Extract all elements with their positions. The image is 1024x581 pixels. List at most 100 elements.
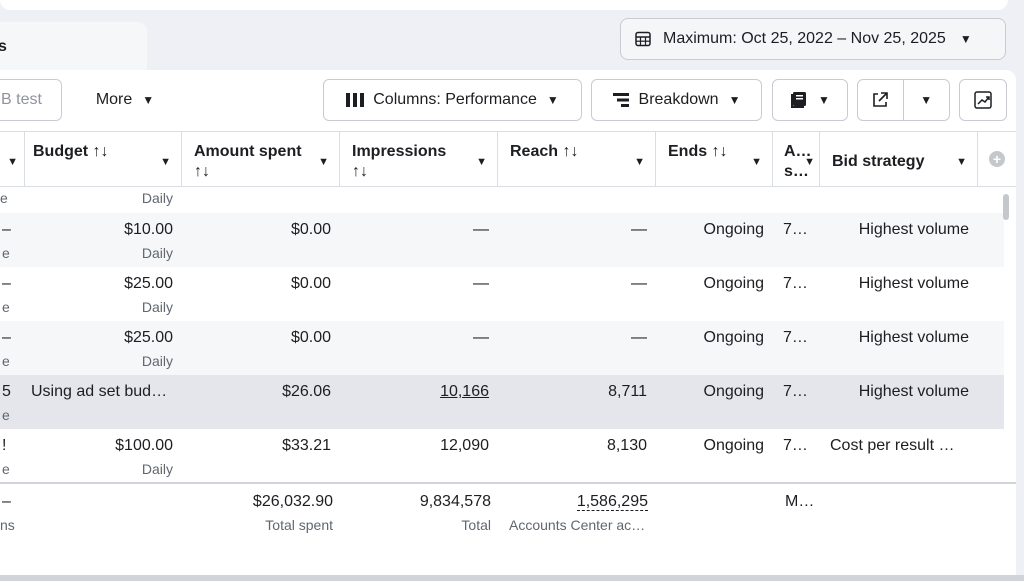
export-icon [873,92,889,107]
budget-value[interactable]: $10.00 [124,221,173,238]
top-strip [0,0,1008,10]
row-left-sub: e [2,461,10,477]
budget-value[interactable]: $100.00 [115,437,173,454]
impressions-link[interactable]: 10,166 [440,383,489,400]
column-header-ends[interactable]: Ends ↑↓ ▼ [656,132,773,186]
impressions-value: — [473,329,489,346]
columns-button[interactable]: Columns: Performance ▼ [323,79,582,121]
attribution-value: 7… [783,437,808,454]
amount-spent-value: $0.00 [290,329,331,346]
ends-value: Ongoing [703,437,765,454]
date-range-label: Maximum: Oct 25, 2022 – Nov 25, 2025 [663,30,946,47]
chart-button[interactable] [959,79,1007,121]
table-row-partial: e Daily [0,187,1004,213]
amount-spent-value: $26.06 [282,383,331,400]
impressions-value: — [473,275,489,292]
date-range-button[interactable]: Maximum: Oct 25, 2022 – Nov 25, 2025 ▼ [620,18,1006,60]
budget-sub: Daily [141,299,173,315]
reach-value: — [631,329,647,346]
export-button-group: ▼ [857,79,950,121]
chevron-down-icon: ▼ [956,156,967,168]
impressions-header-label: Impressions [352,143,447,160]
impressions-value[interactable]: 10,166 [340,383,489,405]
breakdown-icon [612,93,629,107]
row-left-sub: e [2,353,10,369]
table-row[interactable]: – e $25.00 Daily $0.00 — — Ongoing 7… Hi… [0,267,1004,321]
budget-value[interactable]: Using ad set bud… [31,383,168,400]
more-label: More [95,91,133,108]
column-header-budget[interactable]: Budget ↑↓ ▼ [21,132,182,186]
reach-value: — [631,275,647,292]
total-reach-link[interactable]: 1,586,295 [576,493,648,511]
amount-spent-value: $33.21 [282,437,331,454]
table-row[interactable]: – e $10.00 Daily $0.00 — — Ongoing 7… Hi… [0,213,1004,267]
trend-chart-icon [974,91,992,109]
bid-strategy-value: Cost per result … [830,437,955,454]
amount-spent-header-label: Amount spent [194,143,302,160]
budget-sub: Daily [141,461,173,477]
total-attribution-value: M… [785,493,815,510]
export-button[interactable] [858,80,904,120]
ends-header-label: Ends ↑↓ [668,143,728,160]
column-header-attribution[interactable]: A… s… ▼ [773,132,820,186]
attribution-value: 7… [783,383,808,400]
budget-sub: Daily [141,353,173,369]
bid-strategy-header-label: Bid strategy [832,153,925,170]
column-header-bid-strategy[interactable]: Bid strategy ▼ [820,132,978,186]
ends-value: Ongoing [703,275,765,292]
chevron-down-icon: ▼ [546,93,559,107]
ends-value: Ongoing [703,329,765,346]
column-header-impressions[interactable]: Impressions ↑↓ ▼ [340,132,498,186]
bid-strategy-value: Highest volume [858,275,969,292]
sort-icon: ↑↓ [194,163,210,180]
bid-strategy-value: Highest volume [858,221,969,238]
row-left-fragment: 5 [2,383,11,400]
reach-value: — [631,221,647,238]
budget-value[interactable]: $25.00 [124,275,173,292]
total-reach-label: Accounts Center ac… [509,517,646,533]
ab-test-label: B test [1,91,42,108]
tab-label: s [0,38,7,55]
column-header-amount-spent[interactable]: Amount spent ↑↓ ▼ [182,132,340,186]
reach-header-label: Reach ↑↓ [510,143,579,160]
more-button[interactable]: More ▼ [80,79,170,121]
chevron-down-icon: ▼ [476,156,487,168]
chevron-down-icon: ▼ [920,93,933,107]
export-dropdown[interactable]: ▼ [904,93,950,107]
vertical-scrollbar[interactable] [1003,194,1009,220]
row-left-sub: e [2,245,10,261]
attribution-value: 7… [783,221,808,238]
calendar-icon [635,31,651,47]
budget-header-label: Budget ↑↓ [33,143,109,160]
totals-row: – ns $26,032.90 Total spent 9,834,578 To… [0,485,1004,545]
budget-value[interactable]: $25.00 [124,329,173,346]
reports-button[interactable]: ▼ [772,79,848,121]
ab-test-button[interactable]: B test [0,79,62,121]
ends-value: Ongoing [703,221,765,238]
chevron-down-icon: ▼ [818,93,830,107]
breakdown-button[interactable]: Breakdown ▼ [591,79,762,121]
column-header-reach[interactable]: Reach ↑↓ ▼ [498,132,656,186]
attribution-header-line2: s… [784,163,809,180]
row-left-fragment: e [0,190,8,206]
total-impressions-label: Total [461,517,491,533]
table-row[interactable]: ! e $100.00 Daily $33.21 12,090 8,130 On… [0,429,1004,483]
add-column-icon[interactable]: + [989,151,1005,167]
row-left-sub: e [2,299,10,315]
chevron-down-icon: ▼ [634,156,645,168]
horizontal-scrollbar[interactable] [0,575,1024,581]
total-impressions-value: 9,834,578 [419,493,491,510]
table-row[interactable]: 5 e Using ad set bud… $26.06 10,166 8,71… [0,375,1004,429]
column-header-partial[interactable]: ▼ [0,132,25,186]
total-reach-value[interactable]: 1,586,295 [498,493,648,515]
bid-strategy-value: Highest volume [858,329,969,346]
impressions-value: 12,090 [440,437,489,454]
table-row[interactable]: – e $25.00 Daily $0.00 — — Ongoing 7… Hi… [0,321,1004,375]
tab-partial[interactable]: s [0,22,147,72]
chevron-down-icon: ▼ [160,156,171,168]
attribution-header-line1: A… [784,143,812,160]
impressions-value: — [473,221,489,238]
reach-value: 8,711 [608,383,647,400]
amount-spent-value: $0.00 [290,221,331,238]
bid-strategy-value: Highest volume [858,383,969,400]
